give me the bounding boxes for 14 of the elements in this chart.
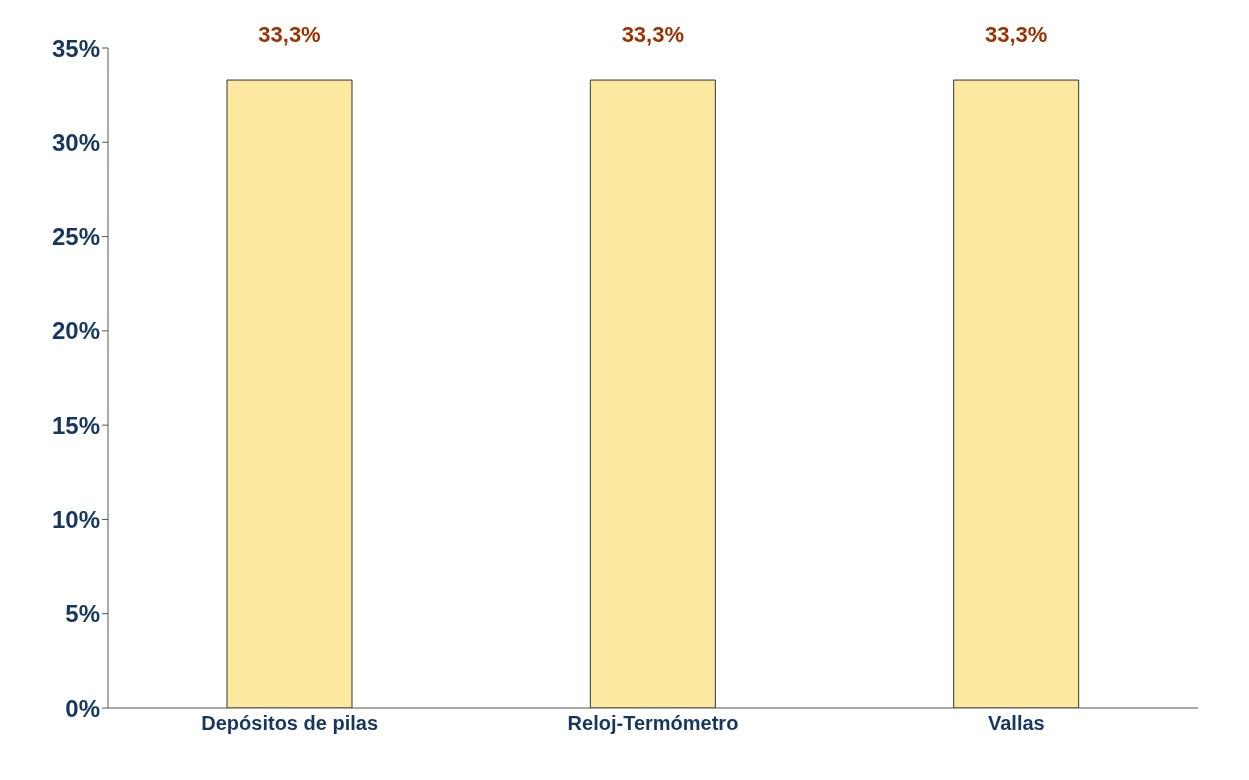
x-tick-label: Reloj-Termómetro	[567, 712, 739, 735]
data-label: 33,3%	[258, 22, 321, 48]
x-tick-label: Vallas	[987, 712, 1045, 735]
y-tick-label: 0%	[65, 694, 100, 722]
x-tick-label: Depósitos de pilas	[201, 712, 379, 735]
data-label: 33,3%	[984, 22, 1048, 48]
y-tick-label: 5%	[65, 600, 100, 628]
y-tick-label: 15%	[51, 411, 100, 439]
y-tick-label: 25%	[51, 223, 100, 251]
y-tick-label: 10%	[51, 505, 100, 533]
y-tick-label: 35%	[51, 34, 100, 62]
y-tick-label: 20%	[51, 317, 100, 345]
data-label: 33,3%	[621, 22, 685, 48]
y-tick-label: 30%	[51, 128, 100, 156]
